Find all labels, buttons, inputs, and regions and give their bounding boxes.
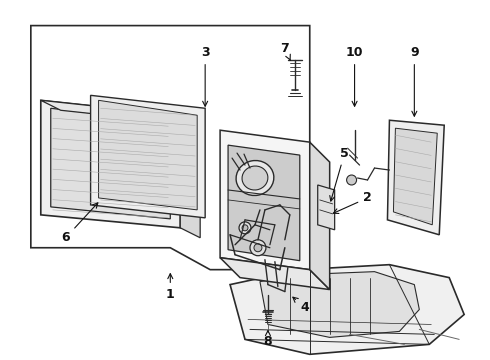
Circle shape	[346, 175, 357, 185]
Circle shape	[239, 222, 251, 234]
Polygon shape	[180, 115, 200, 238]
Text: 2: 2	[333, 192, 372, 213]
Polygon shape	[388, 120, 444, 235]
Circle shape	[250, 240, 266, 256]
Circle shape	[242, 225, 248, 231]
Polygon shape	[98, 100, 197, 210]
Polygon shape	[310, 142, 330, 289]
Text: 1: 1	[166, 274, 174, 301]
Ellipse shape	[242, 166, 268, 190]
Polygon shape	[230, 265, 464, 354]
Text: 10: 10	[346, 46, 363, 106]
Polygon shape	[51, 108, 171, 219]
Text: 8: 8	[264, 331, 272, 348]
Polygon shape	[41, 100, 200, 125]
Polygon shape	[318, 185, 335, 230]
Polygon shape	[91, 95, 205, 218]
Text: 6: 6	[61, 203, 98, 244]
Polygon shape	[220, 258, 330, 289]
Text: 4: 4	[293, 297, 309, 314]
Circle shape	[254, 244, 262, 252]
Polygon shape	[260, 272, 419, 337]
Text: 9: 9	[410, 46, 418, 116]
Polygon shape	[220, 130, 310, 270]
Text: 3: 3	[201, 46, 209, 106]
Text: 7: 7	[280, 42, 291, 60]
Text: 5: 5	[330, 147, 349, 201]
Ellipse shape	[236, 161, 274, 195]
Polygon shape	[41, 100, 180, 228]
Polygon shape	[228, 145, 300, 261]
Polygon shape	[393, 128, 437, 225]
